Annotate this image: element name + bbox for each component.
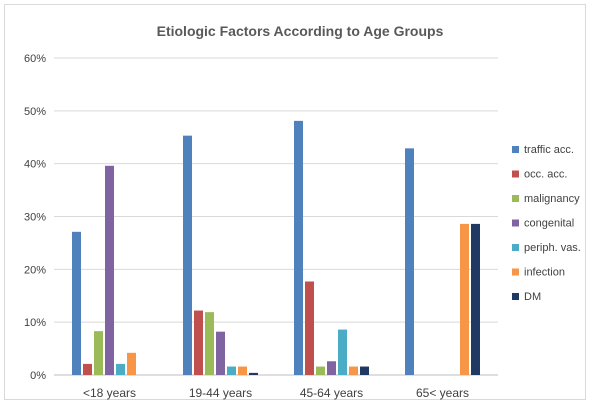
- legend-swatch: [512, 244, 519, 251]
- y-tick-label: 40%: [24, 159, 46, 171]
- bars: [72, 120, 480, 375]
- bar-traffic-acc: [405, 148, 414, 375]
- legend: traffic acc. occ. acc. malignancy congenita…: [512, 144, 581, 303]
- y-tick-label: 50%: [24, 106, 46, 118]
- bar-malignancy: [205, 312, 214, 375]
- bar-periph-vas: [116, 363, 125, 375]
- bar-dm: [471, 223, 480, 375]
- legend-label: DM: [524, 291, 541, 303]
- bar-traffic-acc: [294, 120, 303, 375]
- legend-label: malignancy: [524, 193, 580, 205]
- gridlines: [54, 57, 498, 376]
- y-tick-label: 0%: [30, 370, 46, 382]
- bar-traffic-acc: [72, 231, 81, 375]
- bar-occ-acc: [83, 363, 92, 375]
- legend-swatch: [512, 293, 519, 300]
- legend-swatch: [512, 170, 519, 178]
- y-tick-label: 20%: [24, 264, 46, 276]
- bar-periph-vas: [227, 366, 236, 375]
- bar-occ-acc: [305, 281, 314, 375]
- legend-label: occ. acc.: [524, 169, 567, 181]
- bar-dm: [249, 372, 258, 375]
- x-category-label: 19-44 years: [189, 386, 252, 400]
- x-category-label: <18 years: [83, 386, 136, 400]
- legend-label: traffic acc.: [524, 144, 574, 156]
- chart-title: Etiologic Factors According to Age Group…: [157, 23, 444, 39]
- legend-swatch: [512, 195, 519, 202]
- legend-label: congenital: [524, 218, 574, 230]
- bar-dm: [360, 366, 369, 375]
- legend-label: periph. vas.: [524, 242, 581, 254]
- y-tick-label: 60%: [24, 53, 46, 65]
- bar-periph-vas: [338, 329, 347, 375]
- bar-congenital: [105, 165, 114, 375]
- legend-swatch: [512, 268, 519, 276]
- x-axis-categories: <18 years 19-44 years 45-64 years 65< years: [83, 386, 469, 400]
- bar-infection: [349, 366, 358, 375]
- bar-traffic-acc: [183, 135, 192, 375]
- legend-swatch: [512, 146, 519, 153]
- bar-congenital: [327, 361, 336, 375]
- y-tick-label: 30%: [24, 212, 46, 224]
- bar-congenital: [216, 331, 225, 375]
- legend-swatch: [512, 219, 519, 227]
- bar-infection: [127, 352, 136, 375]
- bar-malignancy: [94, 331, 103, 375]
- legend-label: infection: [524, 267, 565, 279]
- bar-infection: [238, 366, 247, 375]
- y-tick-label: 10%: [24, 317, 46, 329]
- bar-infection: [460, 223, 469, 375]
- bar-occ-acc: [194, 310, 203, 375]
- bar-malignancy: [316, 366, 325, 375]
- y-axis-ticks: 0% 10% 20% 30% 40% 50% 60%: [24, 53, 46, 382]
- x-category-label: 45-64 years: [300, 386, 363, 400]
- x-category-label: 65< years: [416, 386, 469, 400]
